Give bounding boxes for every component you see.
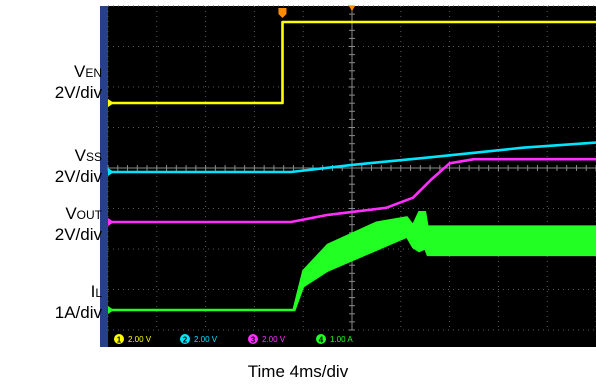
trace-il-envelope xyxy=(108,211,596,311)
time-scale-label: Time 4ms/div xyxy=(247,362,349,381)
label-ven: VEN 2V/div xyxy=(54,62,102,102)
status-bar: 1 2.00 V 2 2.00 V 3 2.00 V 4 1.00 A xyxy=(114,334,353,345)
channel-scale-2: 2.00 V xyxy=(194,335,218,344)
trace-ven xyxy=(108,20,596,105)
ground-marker-ven xyxy=(108,99,114,107)
grid xyxy=(107,5,596,331)
channel-number-4: 4 xyxy=(319,336,324,345)
channel-scale-4: 1.00 A xyxy=(330,335,353,344)
label-il: IL 1A/div xyxy=(54,282,102,322)
channel-badge-4 xyxy=(316,334,326,344)
ground-marker-il xyxy=(108,306,114,314)
ground-marker-vout xyxy=(108,218,114,226)
channel-number-1: 1 xyxy=(117,336,122,345)
channel-number-3: 3 xyxy=(251,336,256,345)
label-vout: VOUT 2V/div xyxy=(54,204,102,244)
bezel-strip xyxy=(100,6,108,347)
trigger-marker xyxy=(278,8,287,18)
ground-marker-vss xyxy=(108,168,114,176)
channel-badge-2 xyxy=(180,334,190,344)
channel-badge-1 xyxy=(114,334,124,344)
channel-badge-3 xyxy=(248,334,258,344)
channel-number-2: 2 xyxy=(183,336,188,345)
label-vss: VSS 2V/div xyxy=(54,146,102,186)
channel-scale-1: 2.00 V xyxy=(128,335,152,344)
center-marker xyxy=(349,6,355,11)
channel-scale-3: 2.00 V xyxy=(262,335,286,344)
trace-vout xyxy=(108,157,596,224)
trace-vss xyxy=(108,141,596,174)
